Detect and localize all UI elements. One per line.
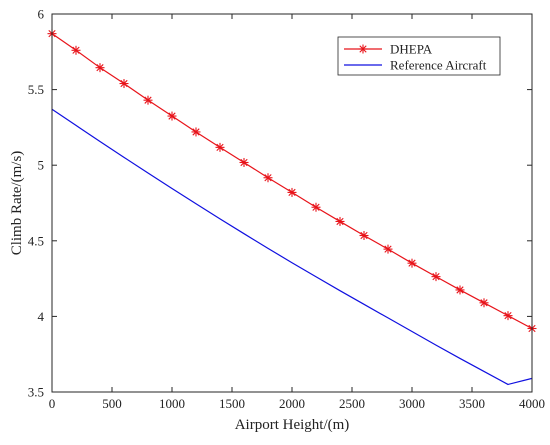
legend-entry-dhepa: DHEPA (390, 42, 433, 57)
data-point-dhepa (455, 285, 465, 295)
data-point-dhepa (431, 272, 441, 282)
data-point-dhepa (407, 258, 417, 268)
data-point-dhepa (143, 95, 153, 105)
x-axis-label: Airport Height/(m) (235, 417, 350, 433)
legend: DHEPA Reference Aircraft (337, 36, 501, 76)
legend-box (337, 36, 501, 76)
x-tick-label: 4000 (519, 396, 545, 411)
x-tick-label: 0 (49, 396, 56, 411)
legend-entry-reference-aircraft: Reference Aircraft (390, 58, 487, 73)
data-point-dhepa (167, 111, 177, 121)
y-tick-label: 4 (38, 309, 45, 324)
series-group (47, 29, 537, 386)
data-point-dhepa (239, 157, 249, 167)
x-tick-label: 1500 (219, 396, 245, 411)
x-tick-label: 3500 (459, 396, 485, 411)
y-tick-label: 5.5 (28, 82, 44, 97)
data-point-dhepa (191, 127, 201, 137)
y-axis-label: Climb Rate/(m/s) (9, 151, 25, 256)
y-tick-label: 4.5 (28, 233, 44, 248)
axis-ticks: 0 500 1000 1500 2000 2500 3000 3500 4000 3.5 4 4.5 5… (28, 7, 545, 412)
data-point-dhepa (287, 187, 297, 197)
data-point-dhepa (311, 202, 321, 212)
y-tick-label: 3.5 (28, 385, 44, 400)
legend-marker-dhepa (358, 44, 368, 54)
x-tick-label: 2000 (279, 396, 305, 411)
data-point-dhepa (503, 311, 513, 321)
data-point-dhepa (119, 79, 129, 89)
data-point-dhepa (383, 244, 393, 254)
series-line-reference-aircraft (51, 108, 533, 386)
x-tick-label: 3000 (399, 396, 425, 411)
plot-frame (51, 13, 533, 393)
y-tick-label: 5 (38, 158, 45, 173)
data-point-dhepa (263, 173, 273, 183)
data-point-dhepa (335, 216, 345, 226)
data-point-dhepa (95, 63, 105, 73)
data-point-dhepa (479, 298, 489, 308)
legend-asterisk (358, 44, 368, 54)
x-tick-label: 1000 (159, 396, 185, 411)
y-tick-label: 6 (38, 7, 45, 22)
x-tick-label: 500 (102, 396, 122, 411)
data-point-dhepa (215, 142, 225, 152)
data-point-dhepa (359, 231, 369, 241)
data-point-dhepa (71, 45, 81, 55)
x-tick-label: 2500 (339, 396, 365, 411)
